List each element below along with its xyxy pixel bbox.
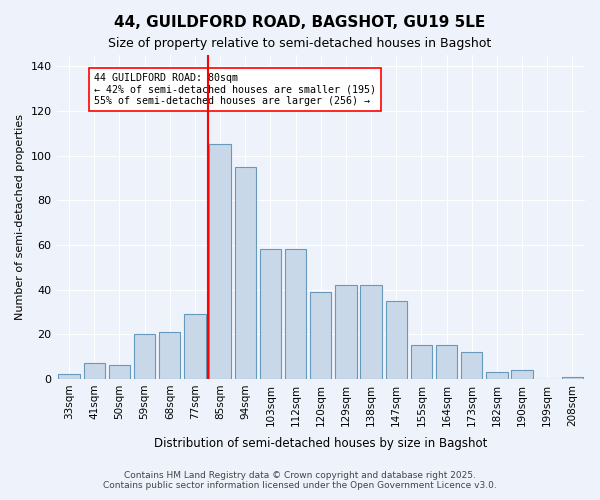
- Bar: [461, 352, 482, 379]
- Text: 44, GUILDFORD ROAD, BAGSHOT, GU19 5LE: 44, GUILDFORD ROAD, BAGSHOT, GU19 5LE: [115, 15, 485, 30]
- Bar: [235, 166, 256, 379]
- Bar: [411, 346, 432, 379]
- Bar: [386, 300, 407, 379]
- Bar: [285, 250, 307, 379]
- Bar: [562, 376, 583, 379]
- Bar: [361, 285, 382, 379]
- Bar: [511, 370, 533, 379]
- Bar: [310, 292, 331, 379]
- Text: Contains HM Land Registry data © Crown copyright and database right 2025.
Contai: Contains HM Land Registry data © Crown c…: [103, 470, 497, 490]
- Bar: [184, 314, 206, 379]
- Bar: [159, 332, 181, 379]
- Bar: [335, 285, 356, 379]
- Text: 44 GUILDFORD ROAD: 80sqm
← 42% of semi-detached houses are smaller (195)
55% of : 44 GUILDFORD ROAD: 80sqm ← 42% of semi-d…: [94, 73, 376, 106]
- Bar: [209, 144, 231, 379]
- Bar: [486, 372, 508, 379]
- X-axis label: Distribution of semi-detached houses by size in Bagshot: Distribution of semi-detached houses by …: [154, 437, 487, 450]
- Bar: [436, 346, 457, 379]
- Text: Size of property relative to semi-detached houses in Bagshot: Size of property relative to semi-detach…: [109, 38, 491, 51]
- Bar: [83, 364, 105, 379]
- Bar: [58, 374, 80, 379]
- Bar: [134, 334, 155, 379]
- Bar: [260, 250, 281, 379]
- Bar: [109, 366, 130, 379]
- Y-axis label: Number of semi-detached properties: Number of semi-detached properties: [15, 114, 25, 320]
